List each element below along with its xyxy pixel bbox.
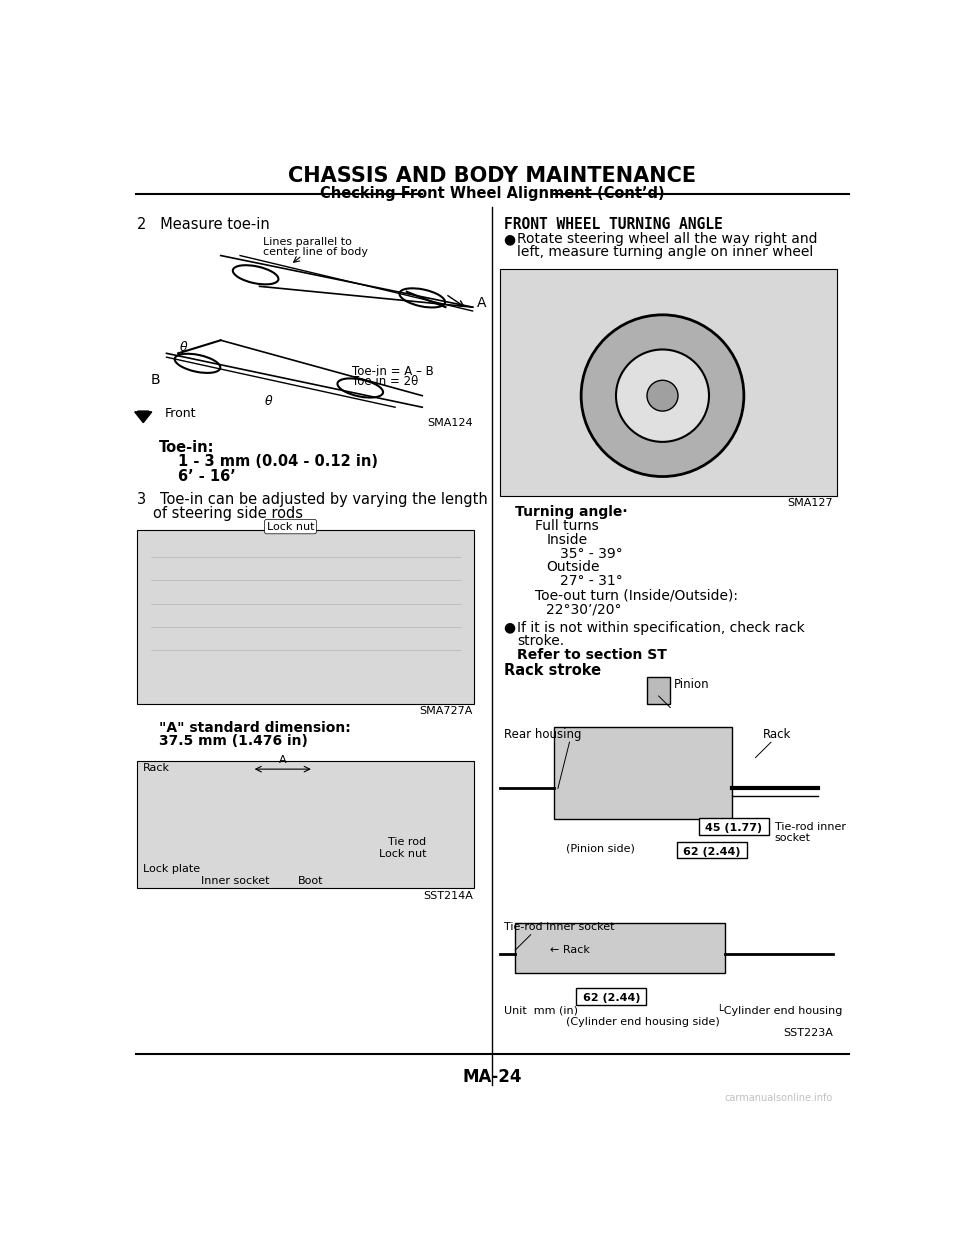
Text: 35° - 39°: 35° - 39° [561,546,623,561]
Text: Front: Front [165,407,197,420]
Text: SMA727A: SMA727A [420,707,472,717]
Text: ●: ● [504,233,516,246]
Text: Pinion: Pinion [674,678,709,690]
Text: CHASSIS AND BODY MAINTENANCE: CHASSIS AND BODY MAINTENANCE [288,167,696,187]
Text: A: A [279,755,287,765]
Text: carmanualsonline.info: carmanualsonline.info [725,1093,833,1103]
Text: Rack stroke: Rack stroke [504,663,601,678]
Text: Outside: Outside [546,561,600,575]
Text: Tie rod: Tie rod [388,837,426,847]
Bar [554,726,732,820]
Text: (Cylinder end housing side): (Cylinder end housing side) [565,1016,719,1026]
Bar [647,677,670,704]
Text: 62 (2.44): 62 (2.44) [583,993,640,1003]
FancyBboxPatch shape [699,819,769,836]
Text: Lines parallel to: Lines parallel to [263,236,352,246]
Text: stroke.: stroke. [516,633,564,648]
FancyBboxPatch shape [576,988,646,1005]
Bar [516,923,725,973]
Text: Checking Front Wheel Alignment (Cont’d): Checking Front Wheel Alignment (Cont’d) [320,187,664,202]
Text: SST223A: SST223A [783,1029,833,1039]
Bar [500,269,837,496]
Text: 45 (1.77): 45 (1.77) [706,824,762,833]
Text: 3   Toe-in can be adjusted by varying the length: 3 Toe-in can be adjusted by varying the … [137,491,488,506]
Text: Turning angle·: Turning angle· [516,505,628,519]
Text: Boot: Boot [299,876,324,886]
Text: MA-24: MA-24 [463,1069,521,1086]
Text: 1 - 3 mm (0.04 - 0.12 in): 1 - 3 mm (0.04 - 0.12 in) [179,454,378,469]
Text: Tie-rod inner: Tie-rod inner [775,822,846,832]
Circle shape [616,350,709,442]
Text: 2   Measure toe-in: 2 Measure toe-in [137,216,270,233]
Text: If it is not within specification, check rack: If it is not within specification, check… [516,621,804,634]
Text: Toe-out turn (Inside/Outside):: Toe-out turn (Inside/Outside): [535,588,737,602]
Text: "A" standard dimension:: "A" standard dimension: [158,720,350,735]
Text: SMA127: SMA127 [787,498,833,508]
Text: Unit  mm (in): Unit mm (in) [504,1005,578,1015]
Text: 27° - 31°: 27° - 31° [561,575,623,588]
Text: 6’ - 16’: 6’ - 16’ [179,469,236,484]
Text: center line of body: center line of body [263,246,369,256]
Text: socket: socket [775,832,811,842]
Text: ← Rack: ← Rack [550,945,590,955]
Circle shape [581,315,744,476]
Text: Refer to section ST: Refer to section ST [516,648,666,662]
Text: Rotate steering wheel all the way right and: Rotate steering wheel all the way right … [516,233,817,246]
FancyBboxPatch shape [677,841,747,858]
Text: 37.5 mm (1.476 in): 37.5 mm (1.476 in) [158,734,307,749]
Text: Toe-in:: Toe-in: [158,439,214,454]
Text: 62 (2.44): 62 (2.44) [684,846,741,857]
Text: B: B [151,373,160,387]
Bar [137,761,474,888]
Text: FRONT WHEEL TURNING ANGLE: FRONT WHEEL TURNING ANGLE [504,216,722,233]
Text: Tie-rod inner socket: Tie-rod inner socket [504,922,614,932]
Text: Toe in = 2θ: Toe in = 2θ [352,376,419,388]
Text: ●: ● [504,621,516,634]
Text: 22°30’/20°: 22°30’/20° [546,602,622,616]
Text: A: A [476,296,486,310]
Text: SMA124: SMA124 [427,418,472,428]
Text: Full turns: Full turns [535,519,598,532]
Text: Rack: Rack [143,763,170,773]
Text: Rack: Rack [763,728,792,741]
Text: Toe-in = A – B: Toe-in = A – B [352,364,434,377]
Text: Inner socket: Inner socket [202,876,270,886]
Text: θ: θ [265,396,273,408]
Text: └Cylinder end housing: └Cylinder end housing [717,1004,842,1016]
Circle shape [647,381,678,411]
Text: of steering side rods: of steering side rods [153,506,302,521]
Text: Lock plate: Lock plate [143,865,201,875]
Text: Inside: Inside [546,532,588,547]
Text: Lock nut: Lock nut [378,848,426,858]
Text: θ: θ [180,341,187,355]
Text: left, measure turning angle on inner wheel: left, measure turning angle on inner whe… [516,245,813,259]
Text: Rear housing: Rear housing [504,728,581,741]
Bar [137,530,474,704]
Text: Lock nut: Lock nut [267,521,314,531]
Text: (Pinion side): (Pinion side) [566,843,635,853]
Text: SST214A: SST214A [422,891,472,901]
FancyArrow shape [134,411,152,423]
